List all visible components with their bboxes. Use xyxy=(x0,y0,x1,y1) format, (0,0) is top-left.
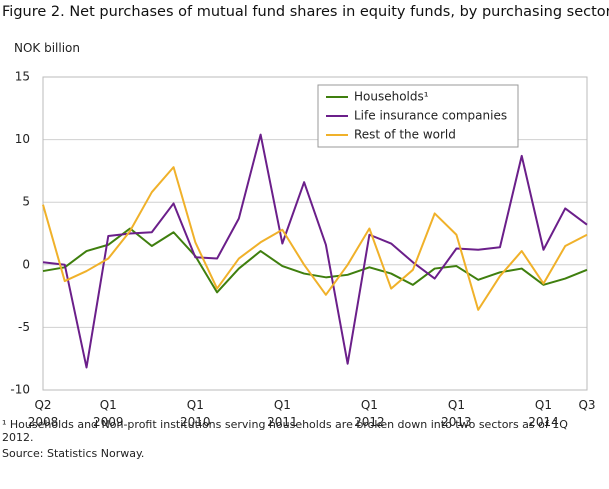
x-tick-label: Q1 2011 xyxy=(267,398,298,429)
x-tick-label: Q3 xyxy=(578,398,596,412)
x-tick-label: Q2 2008 xyxy=(27,398,59,429)
y-tick-label: -5 xyxy=(18,320,30,334)
y-tick-label: 10 xyxy=(15,132,30,146)
x-tick-label: Q1 2009 xyxy=(92,398,124,429)
line xyxy=(42,227,588,294)
line xyxy=(42,166,588,311)
y-tick-label: -10 xyxy=(10,383,30,397)
y-tick-label: 15 xyxy=(15,70,30,84)
footnote: ¹ Households and Non-profit institutions… xyxy=(2,418,568,444)
x-tick-label: Q1 2013 xyxy=(441,398,472,429)
plot-frame xyxy=(42,76,588,391)
line xyxy=(42,133,588,369)
x-tick-label: Q1 2012 xyxy=(354,398,385,429)
y-axis-label: NOK billion xyxy=(14,41,81,55)
x-tick-label: Q1 2014 xyxy=(528,398,559,429)
y-tick-label: 5 xyxy=(22,195,30,209)
legend-label: Life insurance companies xyxy=(354,109,507,123)
legend-box xyxy=(317,84,519,148)
legend-label: Rest of the world xyxy=(354,128,456,142)
y-tick-label: 0 xyxy=(22,257,30,271)
chart-title: Figure 2. Net purchases of mutual fund s… xyxy=(2,4,609,20)
x-tick-label: Q1 2010 xyxy=(180,398,211,429)
source: Source: Statistics Norway. xyxy=(2,447,145,460)
legend-label: Households¹ xyxy=(354,90,429,104)
